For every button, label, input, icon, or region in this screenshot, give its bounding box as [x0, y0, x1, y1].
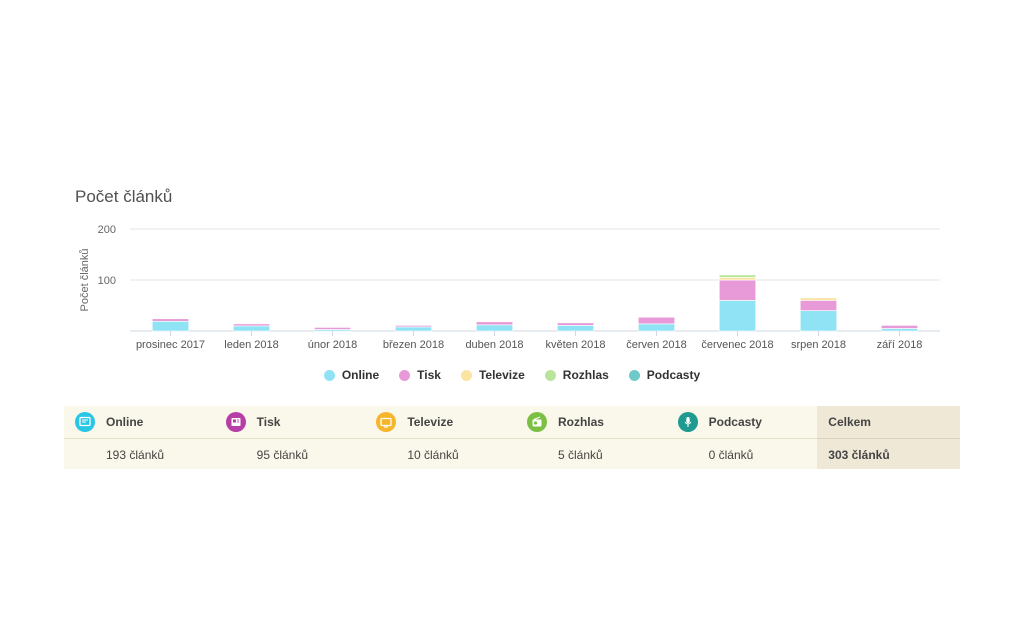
legend-item-tisk[interactable]: Tisk — [399, 368, 441, 382]
y-tick-label: 100 — [98, 275, 116, 287]
summary-header: Rozhlas — [515, 406, 667, 439]
bar-tisk[interactable] — [475, 321, 514, 326]
legend-marker — [399, 369, 411, 381]
bar-online[interactable] — [151, 321, 190, 332]
legend-label: Online — [341, 368, 380, 382]
summary-total: Celkem 303 článků — [817, 406, 960, 469]
bar-online[interactable] — [556, 325, 595, 332]
legend-item-rozhlas[interactable]: Rozhlas — [544, 368, 609, 382]
bar-tisk[interactable] — [232, 323, 271, 327]
bar-tisk[interactable] — [637, 316, 676, 325]
x-tick-label: září 2018 — [877, 339, 923, 351]
bar-rozhlas[interactable] — [718, 274, 757, 278]
summary-label: Televize — [407, 415, 454, 429]
legend-label: Televize — [478, 368, 525, 382]
legend-item-podcasty[interactable]: Podcasty — [628, 368, 701, 382]
summary-header: Televize — [365, 406, 516, 439]
x-axis-ticks: prosinec 2017 leden 2018 únor 2018 březen 2… — [136, 331, 922, 351]
bar-tisk[interactable] — [394, 325, 433, 328]
bar-online[interactable] — [637, 323, 676, 332]
legend-item-televize[interactable]: Televize — [460, 368, 525, 382]
tv-icon — [376, 412, 397, 432]
x-tick-label: únor 2018 — [308, 339, 358, 351]
legend-marker — [628, 369, 640, 381]
bar-televize[interactable] — [718, 277, 757, 281]
x-tick-label: leden 2018 — [224, 339, 278, 351]
summary-tisk: Tisk 95 článků — [214, 406, 366, 469]
chart-title: Počet článků — [75, 187, 173, 206]
legend-marker — [544, 369, 556, 381]
summary-label: Podcasty — [708, 415, 762, 429]
summary-header: Online — [64, 406, 215, 439]
radio-icon — [526, 412, 547, 432]
summary-header: Tisk — [214, 406, 366, 439]
bar-tisk[interactable] — [556, 322, 595, 326]
bar-online[interactable] — [475, 324, 514, 332]
x-tick-label: srpen 2018 — [791, 339, 846, 351]
bar-online[interactable] — [394, 326, 433, 332]
print-icon — [225, 412, 246, 432]
x-tick-label: květen 2018 — [546, 339, 606, 351]
summary-value: 95 článků — [256, 447, 309, 462]
legend-label: Rozhlas — [562, 368, 609, 382]
bar-televize[interactable] — [799, 297, 838, 301]
x-tick-label: červenec 2018 — [701, 339, 773, 351]
bar-tisk[interactable] — [313, 327, 352, 330]
summary-label: Online — [106, 415, 144, 429]
summary-label: Rozhlas — [557, 415, 604, 429]
bar-online[interactable] — [799, 310, 838, 332]
bar-tisk[interactable] — [880, 325, 919, 329]
chart-bars — [151, 274, 919, 332]
bar-online[interactable] — [718, 300, 757, 332]
summary-online: Online 193 článků — [64, 406, 215, 469]
y-tick-label: 200 — [98, 224, 116, 236]
summary-value: 5 článků — [557, 447, 603, 462]
bar-online[interactable] — [880, 328, 919, 332]
bar-chart: 100 200 prosinec 2017 leden 2018 únor 2018 b… — [79, 224, 940, 351]
legend-label: Podcasty — [646, 368, 701, 382]
legend-marker — [460, 369, 472, 381]
summary-total-value: 303 článků — [828, 447, 890, 462]
summary-rozhlas: Rozhlas 5 článků — [515, 406, 667, 469]
chart-legend: Online Tisk Televize Rozhlas Podcasty — [0, 368, 1024, 382]
summary-header: Podcasty — [666, 406, 818, 439]
legend-label: Tisk — [417, 368, 441, 382]
microphone-icon — [677, 412, 698, 432]
summary-podcasty: Podcasty 0 článků — [666, 406, 818, 469]
y-axis-label: Počet článků — [79, 249, 91, 312]
x-tick-label: červen 2018 — [626, 339, 687, 351]
bar-online[interactable] — [232, 325, 271, 332]
summary-total-label: Celkem — [817, 406, 960, 439]
summary-value: 10 článků — [407, 447, 459, 462]
online-icon — [75, 412, 95, 432]
bar-tisk[interactable] — [718, 279, 757, 301]
legend-item-online[interactable]: Online — [323, 368, 380, 382]
summary-label: Tisk — [256, 415, 281, 429]
legend-marker — [323, 369, 335, 381]
summary-televize: Televize 10 článků — [365, 406, 516, 469]
summary-value: 193 článků — [106, 447, 165, 462]
x-tick-label: březen 2018 — [383, 339, 444, 351]
x-tick-label: prosinec 2017 — [136, 339, 205, 351]
summary-value: 0 článků — [708, 447, 754, 462]
bar-tisk[interactable] — [151, 318, 190, 322]
summary-table: Online 193 článků Tisk 95 článků Televize 10 … — [64, 406, 960, 469]
x-tick-label: duben 2018 — [465, 339, 523, 351]
bar-tisk[interactable] — [799, 300, 838, 311]
y-axis-ticks: 100 200 — [98, 224, 116, 287]
